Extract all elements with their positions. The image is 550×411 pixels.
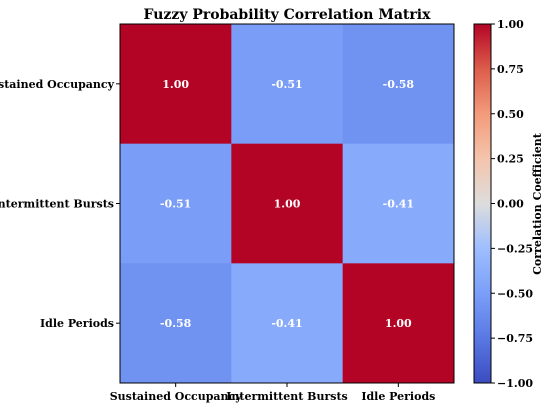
colorbar-tick-label-4: 0.00 <box>497 198 524 211</box>
colorbar-ticks: 1.00 0.75 0.50 0.25 0.00 −0.25 −0.50 −0.75 −1.00 <box>491 18 533 390</box>
colorbar-tick-label-2: 0.50 <box>497 108 524 121</box>
heatmap-cell-r2-c2 <box>342 263 455 384</box>
cell-value-label-r0-c2: -0.58 <box>383 78 415 91</box>
heatmap-cells <box>120 24 455 384</box>
x-tick-label-1: Intermittent Bursts <box>226 390 347 403</box>
heatmap-cell-r2-c1 <box>231 263 344 384</box>
colorbar-tick-label-0: 1.00 <box>497 18 524 31</box>
colorbar-label: Correlation Coefficient <box>531 132 544 275</box>
x-tick-label-2: Idle Periods <box>361 390 435 403</box>
colorbar-tick-label-5: −0.25 <box>497 242 533 255</box>
y-axis-ticks: Sustained Occupancy Intermittent Bursts Id… <box>0 78 120 330</box>
colorbar <box>473 23 492 384</box>
heatmap-cell-labels: 1.00 -0.51 -0.58 -0.51 1.00 -0.41 -0.58 -0.41 1.… <box>160 78 414 330</box>
heatmap-cell-r0-c0 <box>120 24 232 145</box>
cell-value-label-r0-c1: -0.51 <box>271 78 302 91</box>
cell-value-label-r2-c1: -0.41 <box>271 317 302 330</box>
y-tick-label-0: Sustained Occupancy <box>0 78 115 91</box>
chart-title: Fuzzy Probability Correlation Matrix <box>144 7 432 23</box>
colorbar-tick-label-7: −0.75 <box>497 332 533 345</box>
heatmap-cell-r0-c2 <box>342 24 455 145</box>
heatmap-cell-r0-c1 <box>231 24 344 145</box>
colorbar-tick-label-3: 0.25 <box>497 153 524 166</box>
heatmap-cell-r1-c2 <box>342 143 455 264</box>
cell-value-label-r2-c2: 1.00 <box>385 317 412 330</box>
cell-value-label-r1-c1: 1.00 <box>274 198 301 211</box>
y-tick-label-2: Idle Periods <box>40 317 114 330</box>
cell-value-label-r0-c0: 1.00 <box>162 78 189 91</box>
colorbar-tick-label-1: 0.75 <box>497 63 524 76</box>
heatmap-cell-r1-c0 <box>120 143 232 264</box>
x-tick-label-0: Sustained Occupancy <box>110 390 243 403</box>
colorbar-tick-label-6: −0.50 <box>497 287 533 300</box>
y-tick-label-1: Intermittent Bursts <box>0 198 114 211</box>
heatmap-cell-r1-c1 <box>231 143 344 264</box>
cell-value-label-r2-c0: -0.58 <box>160 317 192 330</box>
cell-value-label-r1-c0: -0.51 <box>160 198 191 211</box>
cell-value-label-r1-c2: -0.41 <box>383 198 414 211</box>
heatmap-cell-r2-c0 <box>120 263 232 384</box>
colorbar-tick-label-8: −1.00 <box>497 377 533 390</box>
